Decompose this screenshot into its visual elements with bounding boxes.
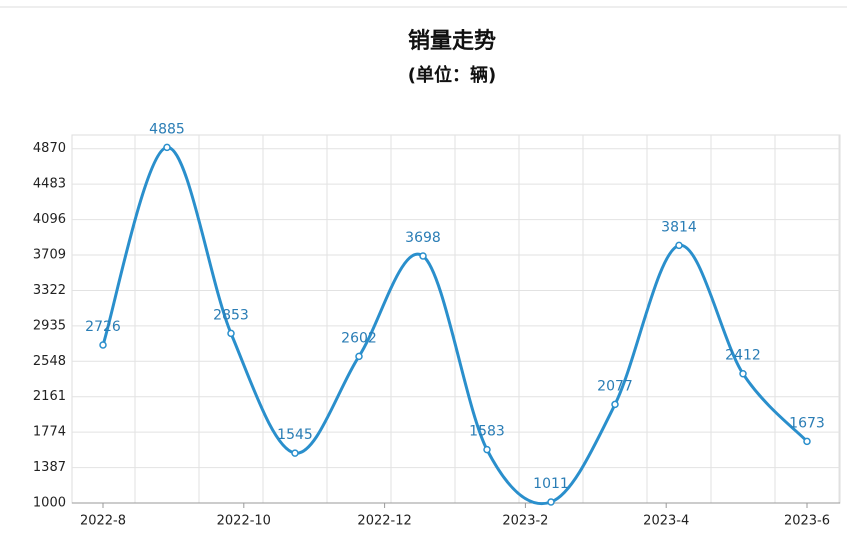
y-tick-label: 4096 (33, 212, 66, 227)
value-label: 2077 (597, 378, 633, 394)
x-tick-label: 2023-4 (643, 514, 689, 529)
chart-subtitle: (单位：辆) (408, 64, 496, 86)
point (291, 449, 299, 457)
point (227, 329, 235, 338)
y-tick-label: 2161 (33, 389, 66, 404)
point (355, 352, 363, 361)
value-label: 3814 (661, 219, 697, 235)
y-tick-label: 2548 (33, 354, 66, 369)
value-label: 1545 (277, 427, 313, 443)
x-tick-label: 2022-12 (357, 514, 411, 529)
y-tick-label: 3709 (33, 248, 66, 263)
value-label: 3698 (405, 230, 441, 246)
point (483, 445, 491, 454)
y-tick-label: 3322 (33, 283, 66, 298)
y-tick-label: 2935 (33, 318, 66, 333)
value-label: 1011 (533, 476, 569, 492)
value-label: 2853 (213, 307, 249, 323)
point (419, 252, 427, 260)
value-label: 1583 (469, 424, 505, 440)
value-label: 2412 (725, 348, 761, 364)
value-label: 2726 (85, 319, 121, 335)
point (163, 143, 171, 152)
value-label: 1673 (789, 415, 825, 431)
plot-area (71, 134, 841, 504)
value-label: 4885 (149, 121, 185, 137)
point (675, 241, 683, 250)
y-tick-label: 1387 (33, 460, 66, 475)
point (99, 341, 107, 349)
x-tick-label: 2022-8 (80, 514, 126, 529)
y-tick-label: 1000 (33, 496, 66, 511)
x-tick-label: 2023-2 (502, 514, 548, 529)
point (803, 437, 811, 446)
y-tick-label: 4870 (33, 141, 66, 156)
x-tick-label: 2023-6 (784, 514, 830, 529)
x-tick-label: 2022-10 (217, 514, 271, 529)
point (611, 400, 619, 409)
chart-title: 销量走势 (408, 28, 496, 54)
point (739, 369, 747, 378)
y-tick-label: 4483 (33, 177, 66, 192)
value-label: 2602 (341, 330, 377, 346)
y-tick-label: 1774 (33, 425, 66, 440)
point (547, 498, 555, 506)
